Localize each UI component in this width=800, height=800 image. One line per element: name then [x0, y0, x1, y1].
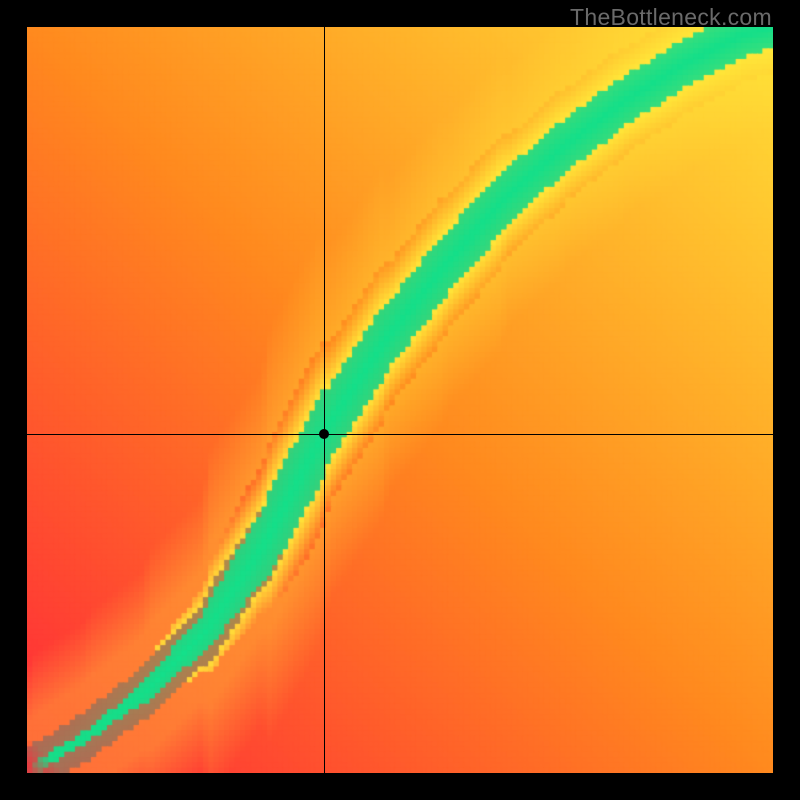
marker-dot	[319, 429, 329, 439]
plot-area	[27, 27, 773, 773]
heatmap-canvas	[27, 27, 773, 773]
crosshair-horizontal	[27, 434, 773, 435]
watermark-text: TheBottleneck.com	[570, 4, 772, 31]
chart-container: TheBottleneck.com	[0, 0, 800, 800]
crosshair-vertical	[324, 27, 325, 773]
